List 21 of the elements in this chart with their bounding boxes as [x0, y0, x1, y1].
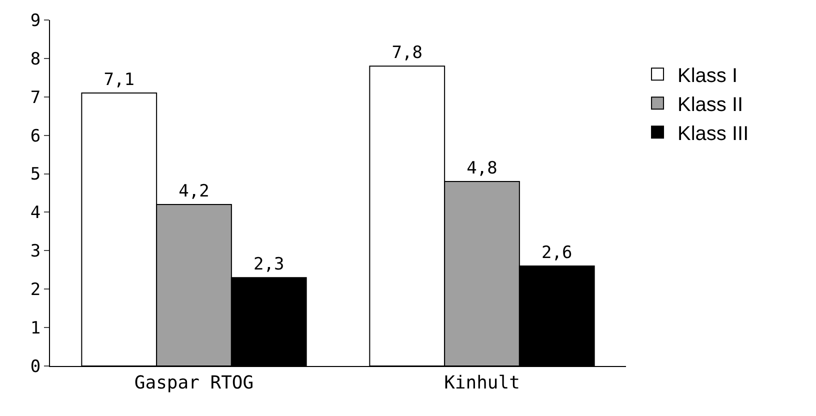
y-tick-label: 7: [30, 88, 41, 108]
data-label: 2,6: [542, 243, 572, 264]
y-tick-label: 4: [30, 203, 41, 224]
legend-label: Klass II: [678, 94, 744, 116]
x-tick-label: Gaspar RTOG: [134, 372, 254, 394]
data-label: 2,3: [254, 254, 284, 275]
legend-label: Klass III: [678, 122, 749, 145]
y-tick-label: 0: [30, 356, 41, 377]
y-tick-label: 3: [30, 242, 41, 262]
y-tick-label: 6: [30, 126, 41, 146]
y-tick-label: 2: [30, 280, 41, 300]
data-label: 4,2: [178, 182, 210, 202]
y-tick-label: 8: [30, 49, 41, 70]
legend-label: Klass I: [678, 64, 738, 87]
x-tick-label: Kinhult: [444, 372, 520, 394]
y-tick-label: 9: [30, 10, 41, 31]
data-label: 7,8: [392, 43, 422, 64]
data-label: 7,1: [104, 70, 134, 90]
y-tick-label: 5: [30, 164, 41, 185]
y-tick-label: 1: [30, 318, 41, 339]
data-label: 4,8: [466, 158, 498, 178]
